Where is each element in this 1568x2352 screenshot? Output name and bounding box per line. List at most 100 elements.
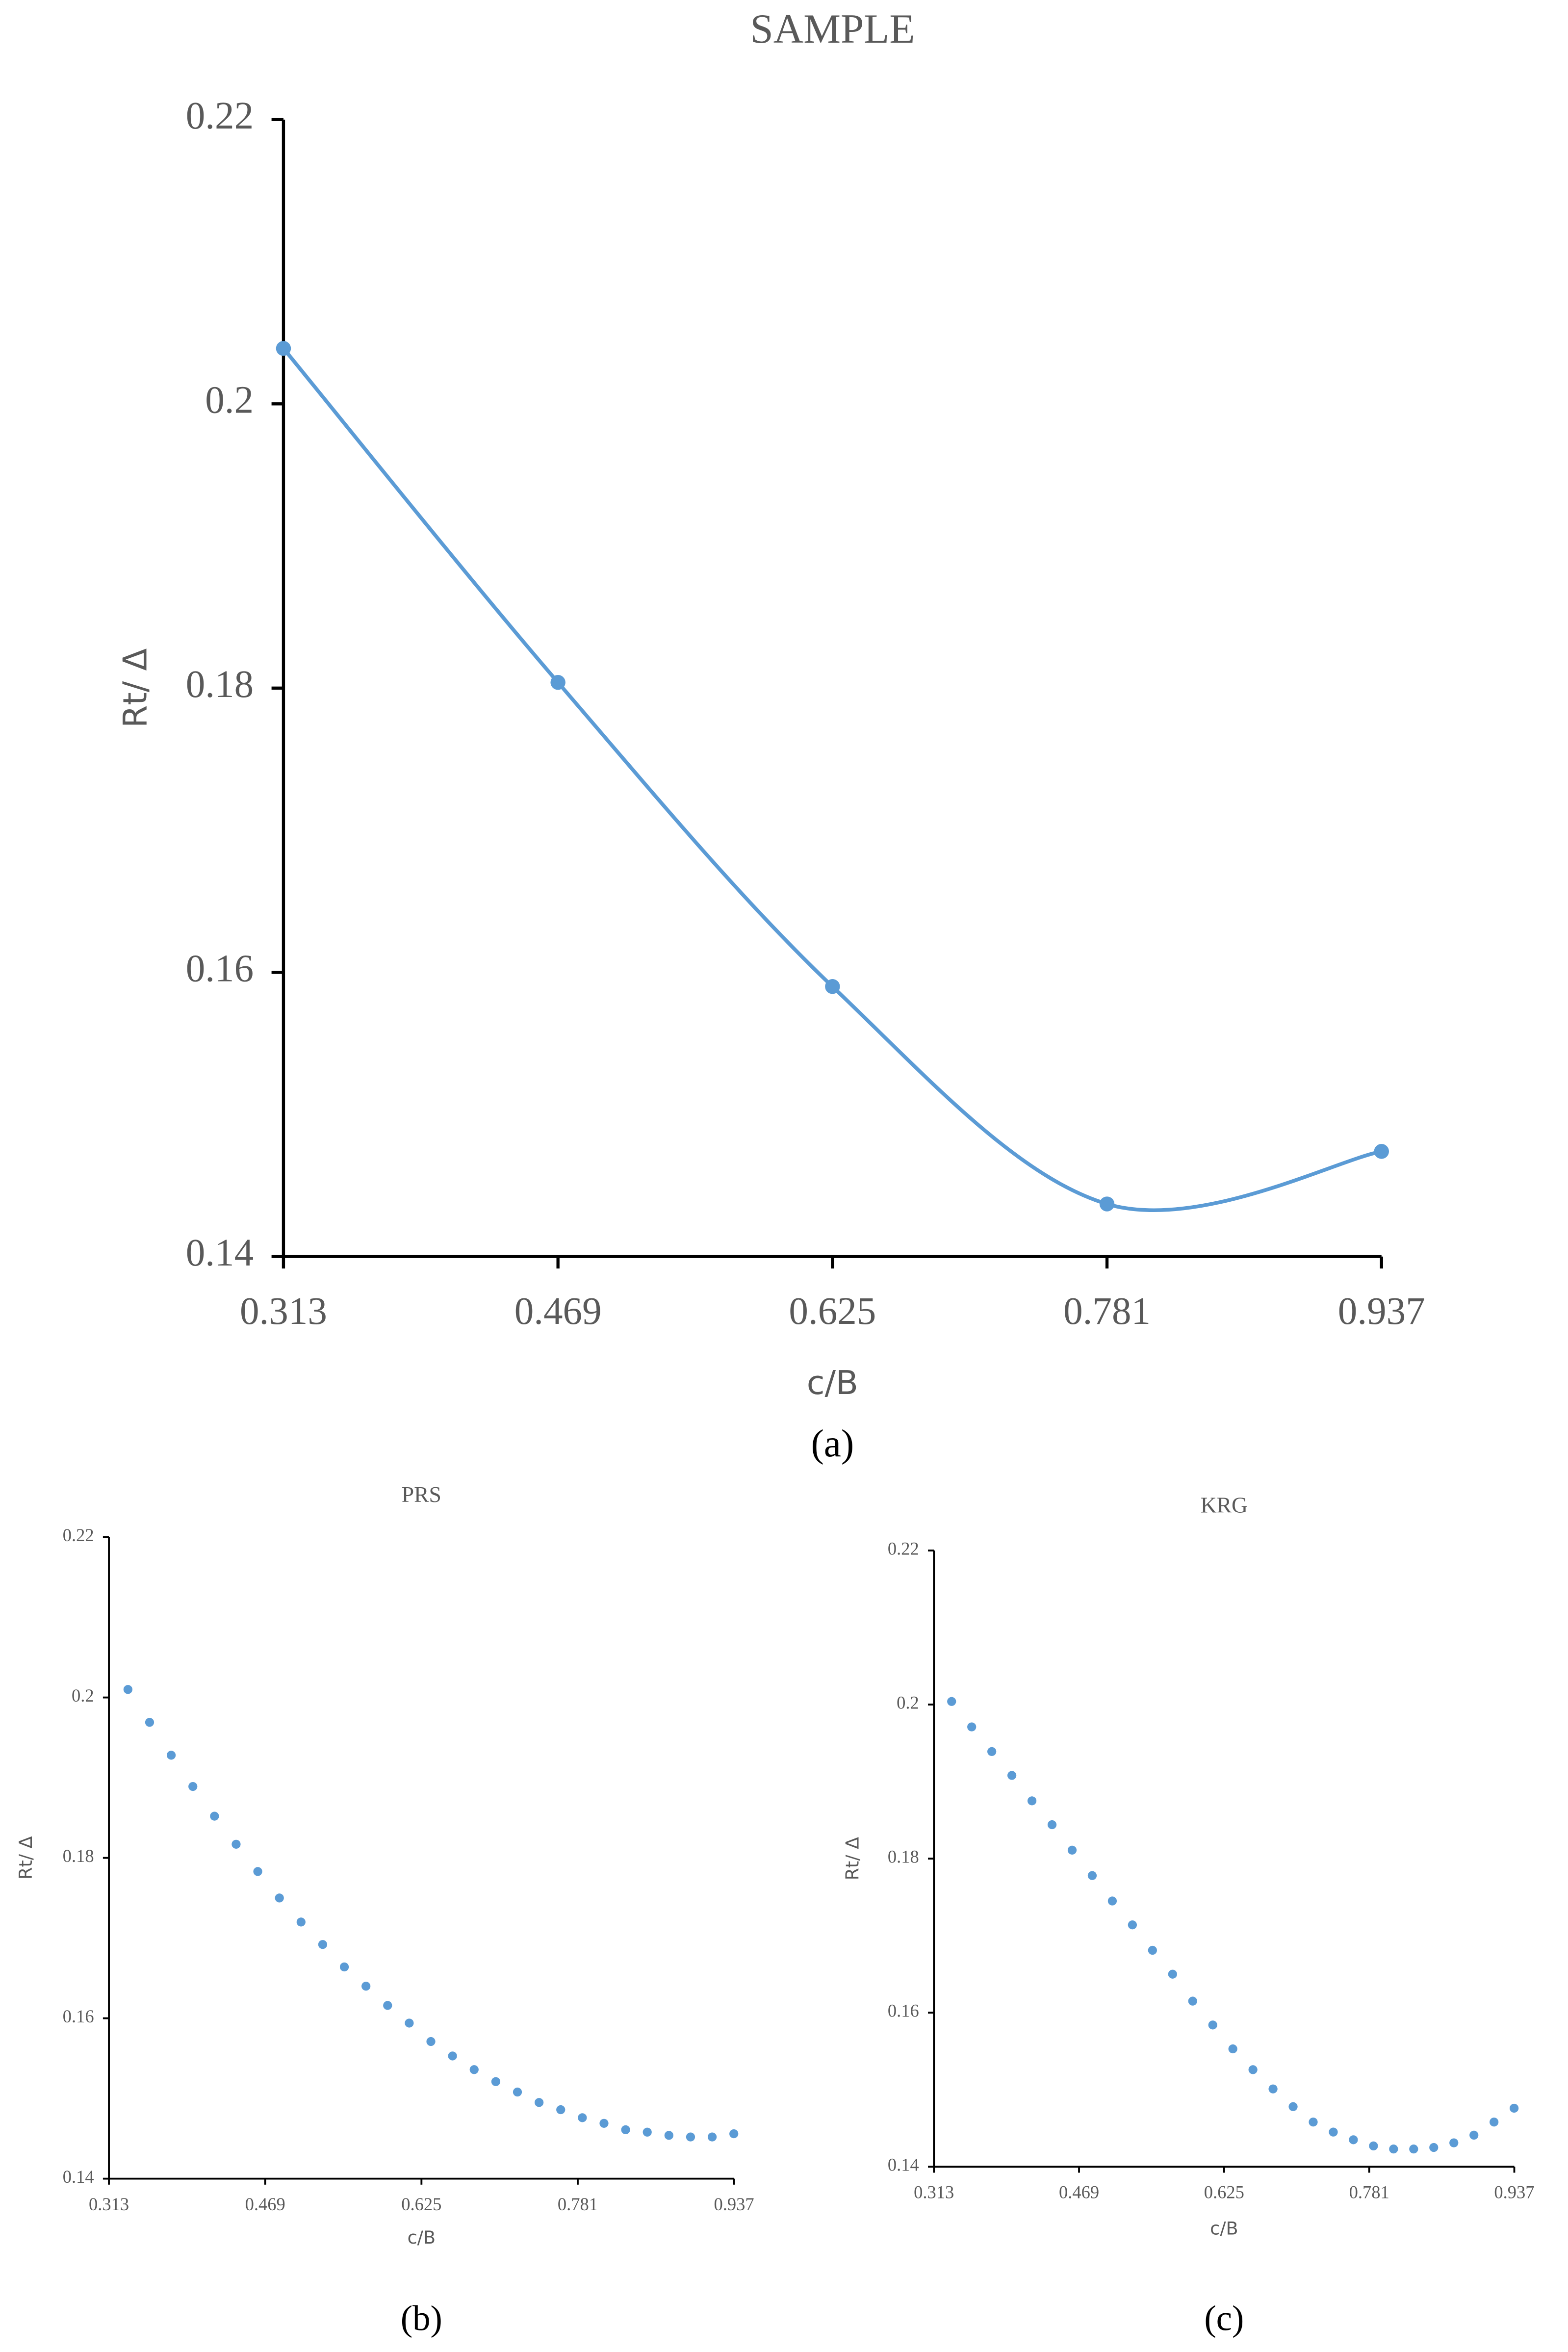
point bbox=[276, 341, 291, 356]
point bbox=[166, 1751, 176, 1760]
point bbox=[1309, 2118, 1318, 2127]
point bbox=[339, 1962, 349, 1972]
point bbox=[253, 1867, 262, 1876]
point bbox=[967, 1722, 977, 1732]
x-tick-label: 0.469 bbox=[245, 2194, 285, 2214]
y-tick-label: 0.16 bbox=[186, 947, 254, 990]
x-tick-label: 0.625 bbox=[1204, 2182, 1244, 2202]
x-tick-label: 0.625 bbox=[401, 2194, 441, 2214]
chart-title: SAMPLE bbox=[750, 6, 915, 52]
caption: (a) bbox=[811, 1422, 854, 1465]
y-tick-label: 0.22 bbox=[186, 95, 254, 137]
point bbox=[123, 1685, 132, 1694]
y-tick-label: 0.18 bbox=[63, 1846, 94, 1866]
point bbox=[405, 2018, 414, 2028]
point bbox=[643, 2127, 652, 2137]
point bbox=[1268, 2084, 1278, 2094]
x-tick-label: 0.469 bbox=[514, 1290, 602, 1333]
point bbox=[1228, 2044, 1237, 2054]
point bbox=[686, 2132, 695, 2142]
x-tick-label: 0.313 bbox=[89, 2194, 129, 2214]
y-axis-label: Rt/ Δ bbox=[842, 1837, 863, 1881]
y-tick-label: 0.14 bbox=[63, 2167, 94, 2187]
point bbox=[448, 2051, 457, 2061]
line bbox=[282, 347, 1382, 1213]
point bbox=[1449, 2138, 1459, 2147]
point bbox=[1369, 2141, 1378, 2151]
point bbox=[1429, 2143, 1439, 2152]
point bbox=[1509, 2103, 1519, 2113]
y-axis-label: Rt/ Δ bbox=[116, 648, 154, 728]
y-axis-label: Rt/ Δ bbox=[15, 1836, 36, 1880]
y-tick-label: 0.14 bbox=[888, 2155, 919, 2175]
point bbox=[1027, 1796, 1037, 1806]
y-tick-label: 0.16 bbox=[888, 2001, 919, 2021]
x-tick-label: 0.781 bbox=[1063, 1290, 1151, 1333]
point bbox=[361, 1982, 371, 1991]
point bbox=[1128, 1920, 1137, 1930]
point bbox=[556, 2105, 566, 2115]
point bbox=[1168, 1969, 1177, 1979]
x-tick-label: 0.937 bbox=[1338, 1290, 1425, 1333]
point bbox=[1288, 2102, 1298, 2111]
point bbox=[1329, 2127, 1338, 2137]
point bbox=[1148, 1945, 1157, 1955]
point bbox=[145, 1718, 154, 1727]
point bbox=[825, 979, 840, 994]
chart-title: PRS bbox=[402, 1482, 441, 1507]
x-tick-label: 0.781 bbox=[558, 2194, 598, 2214]
point bbox=[534, 2098, 544, 2107]
point bbox=[1007, 1771, 1017, 1780]
point bbox=[707, 2132, 717, 2142]
y-tick-label: 0.2 bbox=[72, 1685, 94, 1706]
chart-title: KRG bbox=[1201, 1492, 1248, 1517]
point bbox=[664, 2131, 673, 2140]
caption: (b) bbox=[401, 2298, 442, 2338]
point bbox=[188, 1782, 198, 1791]
point bbox=[599, 2119, 609, 2128]
y-tick-label: 0.16 bbox=[63, 2006, 94, 2026]
y-tick-label: 0.14 bbox=[186, 1232, 254, 1274]
point bbox=[1349, 2135, 1358, 2145]
x-axis-label: c/B bbox=[408, 2227, 436, 2248]
point bbox=[1469, 2130, 1479, 2140]
point bbox=[987, 1747, 997, 1756]
x-tick-label: 0.313 bbox=[240, 1290, 327, 1333]
point bbox=[947, 1697, 956, 1706]
x-tick-label: 0.313 bbox=[914, 2182, 954, 2202]
point bbox=[426, 2037, 436, 2046]
point bbox=[1047, 1820, 1057, 1830]
point bbox=[469, 2065, 479, 2074]
x-axis-label: c/B bbox=[807, 1364, 858, 1402]
point bbox=[1374, 1144, 1389, 1159]
point bbox=[296, 1917, 306, 1927]
point bbox=[1099, 1196, 1115, 1212]
y-tick-label: 0.2 bbox=[897, 1692, 919, 1712]
x-tick-label: 0.937 bbox=[714, 2194, 754, 2214]
point bbox=[1188, 1996, 1197, 2006]
point bbox=[1208, 2020, 1217, 2030]
point bbox=[621, 2125, 630, 2135]
point bbox=[210, 1811, 219, 1821]
point bbox=[550, 675, 566, 690]
point bbox=[1490, 2118, 1499, 2127]
point bbox=[1389, 2145, 1398, 2154]
x-tick-label: 0.781 bbox=[1349, 2182, 1389, 2202]
point bbox=[1067, 1845, 1077, 1855]
y-tick-label: 0.22 bbox=[63, 1525, 94, 1545]
y-tick-label: 0.22 bbox=[888, 1538, 919, 1558]
y-tick-label: 0.18 bbox=[186, 663, 254, 706]
point bbox=[1248, 2065, 1258, 2074]
point bbox=[578, 2113, 587, 2122]
point bbox=[491, 2077, 501, 2086]
point bbox=[1107, 1896, 1117, 1906]
y-tick-label: 0.2 bbox=[205, 379, 254, 421]
point bbox=[318, 1940, 328, 1949]
x-axis-label: c/B bbox=[1210, 2218, 1238, 2239]
y-tick-label: 0.18 bbox=[888, 1847, 919, 1867]
point bbox=[1409, 2145, 1418, 2154]
point bbox=[231, 1839, 241, 1849]
x-tick-label: 0.625 bbox=[789, 1290, 876, 1333]
caption: (c) bbox=[1204, 2298, 1244, 2338]
